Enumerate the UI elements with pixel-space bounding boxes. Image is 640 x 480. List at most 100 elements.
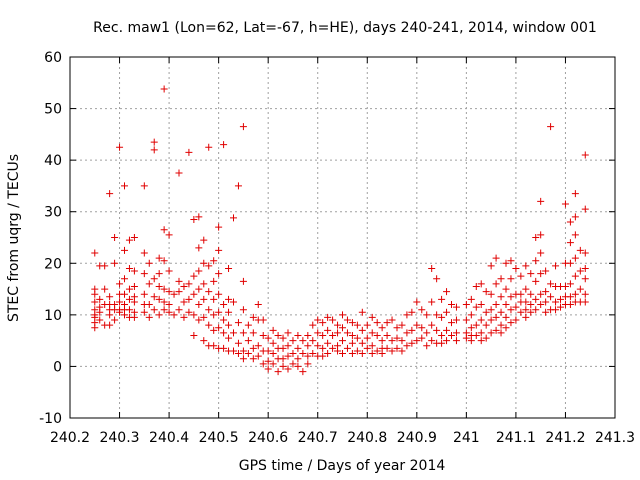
data-point	[467, 324, 475, 332]
data-point	[150, 146, 158, 154]
data-point	[160, 306, 168, 314]
data-point	[487, 262, 495, 270]
data-point	[527, 290, 535, 298]
data-point	[269, 326, 277, 334]
data-point	[438, 295, 446, 303]
data-point	[438, 339, 446, 347]
data-point	[145, 259, 153, 267]
data-point	[413, 337, 421, 345]
data-point	[210, 277, 218, 285]
data-point	[180, 313, 188, 321]
data-point	[269, 350, 277, 358]
data-point	[215, 246, 223, 254]
data-point	[319, 331, 327, 339]
data-point	[517, 272, 525, 280]
data-point	[571, 272, 579, 280]
x-tick-label: 240.8	[347, 430, 387, 446]
data-point	[160, 257, 168, 265]
data-point	[190, 331, 198, 339]
data-point	[125, 285, 133, 293]
data-point	[304, 342, 312, 350]
y-tick-label: 60	[44, 50, 62, 66]
data-point	[487, 329, 495, 337]
y-tick-label: 40	[44, 153, 62, 169]
data-point	[210, 342, 218, 350]
data-point	[502, 259, 510, 267]
data-point	[234, 182, 242, 190]
data-point	[398, 337, 406, 345]
data-point	[249, 344, 257, 352]
data-point	[334, 347, 342, 355]
data-point	[299, 337, 307, 345]
data-point	[329, 331, 337, 339]
data-point	[418, 334, 426, 342]
data-point	[537, 290, 545, 298]
data-point	[145, 313, 153, 321]
data-point	[155, 295, 163, 303]
data-point	[497, 321, 505, 329]
data-point	[329, 344, 337, 352]
x-tick-label: 240.3	[99, 430, 139, 446]
data-point	[160, 298, 168, 306]
data-point	[200, 259, 208, 267]
data-point	[215, 223, 223, 231]
data-point	[522, 313, 530, 321]
data-point	[116, 280, 124, 288]
data-point	[343, 344, 351, 352]
data-point	[225, 264, 233, 272]
data-point	[502, 301, 510, 309]
data-point	[205, 321, 213, 329]
data-point	[304, 360, 312, 368]
data-point	[150, 138, 158, 146]
data-point	[487, 306, 495, 314]
data-point	[428, 337, 436, 345]
data-point	[547, 293, 555, 301]
data-point	[423, 329, 431, 337]
data-point	[140, 249, 148, 257]
data-point	[106, 321, 114, 329]
data-point	[339, 350, 346, 358]
data-point	[249, 329, 257, 337]
data-point	[205, 288, 213, 296]
data-point	[373, 331, 381, 339]
data-point	[264, 357, 272, 365]
data-point	[368, 329, 376, 337]
data-point	[512, 264, 520, 272]
x-tick-label: 241.1	[496, 430, 536, 446]
data-point	[289, 337, 297, 345]
data-point	[140, 270, 148, 278]
x-tick-label: 240.6	[248, 430, 288, 446]
data-point	[542, 267, 550, 275]
data-point	[180, 298, 188, 306]
data-point	[329, 316, 337, 324]
data-point	[418, 306, 426, 314]
data-point	[487, 316, 495, 324]
data-point	[452, 337, 460, 345]
data-point	[140, 182, 148, 190]
data-point	[125, 264, 133, 272]
data-point	[383, 331, 391, 339]
y-tick-label: 50	[44, 102, 62, 118]
data-point	[343, 329, 351, 337]
data-point	[363, 344, 371, 352]
data-point	[215, 324, 223, 332]
data-point	[492, 313, 500, 321]
data-point	[239, 347, 247, 355]
x-tick-label: 240.5	[199, 430, 239, 446]
data-point	[195, 244, 203, 252]
data-point	[482, 321, 490, 329]
data-point	[542, 298, 550, 306]
data-point	[284, 342, 292, 350]
data-points	[91, 85, 589, 376]
data-point	[477, 329, 485, 337]
data-point	[443, 288, 451, 296]
data-point	[581, 264, 589, 272]
data-point	[561, 282, 569, 290]
data-point	[492, 280, 500, 288]
data-point	[353, 334, 361, 342]
data-point	[373, 347, 381, 355]
data-point	[497, 308, 505, 316]
data-point	[195, 267, 203, 275]
data-point	[532, 234, 540, 241]
